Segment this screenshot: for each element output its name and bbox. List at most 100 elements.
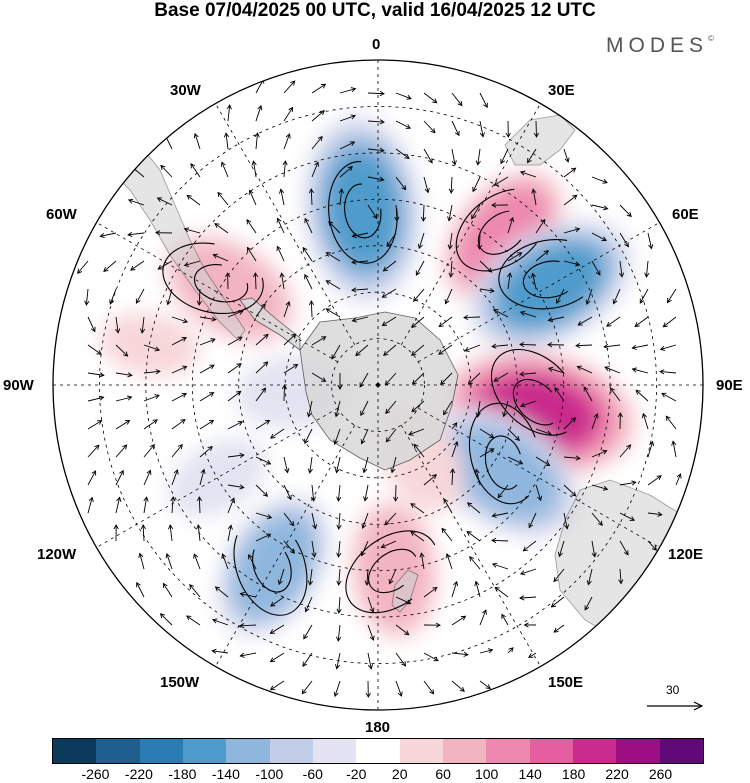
wind-arrow-head [336,636,342,642]
wind-arrow [331,344,341,360]
wind-arrow-head [522,546,528,552]
wind-arrow-head [225,272,231,278]
wind-arrow [423,652,439,662]
lon-label-0: 0 [372,36,381,53]
wind-arrow-head [308,188,315,194]
wind-arrow-head [500,158,506,165]
wind-arrow-head [270,601,276,607]
wind-arrow [661,392,677,402]
wind-arrow-head [631,367,638,373]
wind-arrow [451,120,460,136]
wind-arrow-head [547,342,553,348]
wind-arrow-head [547,317,553,323]
wind-arrow-head [623,550,629,556]
wind-arrow-head [406,94,412,100]
wind-arrow [326,252,341,262]
wind-arrow-head [662,322,668,328]
wind-arrow [199,364,215,374]
wind-arrow-head [290,80,296,86]
wind-arrow [466,531,481,542]
wind-arrow-head [367,664,374,670]
wind-arrow-head [99,372,105,378]
wind-arrow [642,413,649,430]
wind-arrow [227,310,244,318]
wind-arrow-head [321,377,327,382]
wind-arrow [227,363,242,374]
wind-arrow-head [604,366,610,371]
wind-arrow-head [336,608,342,614]
wind-arrow [583,386,593,402]
wind-arrow [451,581,458,598]
wind-arrow-head [556,298,561,305]
wind-arrow [660,344,677,350]
wind-arrow-head [252,272,259,278]
wind-arrow [199,338,216,346]
wind-arrow-head [381,321,388,327]
wind-arrow [352,316,369,322]
streamline [193,264,249,303]
wind-arrow [558,540,565,557]
wind-arrow [217,192,229,206]
wind-arrow-head [238,310,244,315]
wind-arrow-head [493,376,499,382]
wind-arrow-head [279,272,285,278]
wind-arrow-head [606,321,612,327]
wind-arrow-head [284,468,290,474]
colorbar-segment [53,739,97,763]
wind-arrow-head [457,100,463,107]
wind-arrow-head [553,627,559,633]
wind-arrow-head [263,361,269,367]
wind-arrow-head [328,220,334,227]
colorbar-segment [226,739,270,763]
wind-arrow [523,540,537,552]
wind-arrow-head [519,371,525,377]
wind-arrow-head [659,369,665,375]
wind-arrow [302,652,313,667]
wind-arrow [591,540,596,557]
streamline [484,435,521,490]
wind-arrow-head [432,586,438,592]
wind-arrow-head [572,194,578,200]
wind-arrow-head [182,365,188,371]
wind-arrow [361,540,369,556]
wind-arrow-head [393,496,399,502]
wind-arrow [395,176,407,190]
wind-arrow-head [417,243,423,250]
wind-arrow-head [384,380,390,386]
wind-arrow-head [612,299,618,305]
wind-arrow-head [602,449,608,455]
wind-arrow [87,444,100,458]
wind-arrow [115,372,132,376]
wind-arrow-head [136,581,141,588]
wind-arrow [87,420,102,430]
wind-arrow-head [624,242,629,248]
wind-arrow-head [157,264,163,270]
wind-arrow-head [408,430,414,436]
wind-arrow [451,680,465,692]
wind-arrow-head [263,333,269,339]
wind-arrow [395,680,402,697]
wind-arrow-head [351,317,358,323]
wind-arrow-head [383,350,389,356]
wind-arrow [520,400,537,407]
wind-arrow [270,428,285,439]
wind-arrow [283,133,291,150]
wind-arrow [136,288,145,304]
wind-arrow [563,228,580,234]
wind-arrow [507,273,511,290]
wind-arrow [463,316,481,318]
wind-arrow-head [448,188,454,194]
wind-arrow-head [351,287,357,293]
wind-arrow [280,189,285,206]
wind-arrow [186,615,201,626]
wind-arrow-head [200,468,206,475]
wind-arrow-head [285,300,291,307]
wind-arrow-head [557,551,563,558]
wind-arrow-head [626,444,632,450]
wind-arrow-head [115,328,121,334]
wind-arrow-head [460,615,467,621]
wind-arrow [255,387,266,402]
wind-arrow [507,647,514,654]
wind-arrow [214,223,229,234]
wind-arrow [115,470,124,486]
